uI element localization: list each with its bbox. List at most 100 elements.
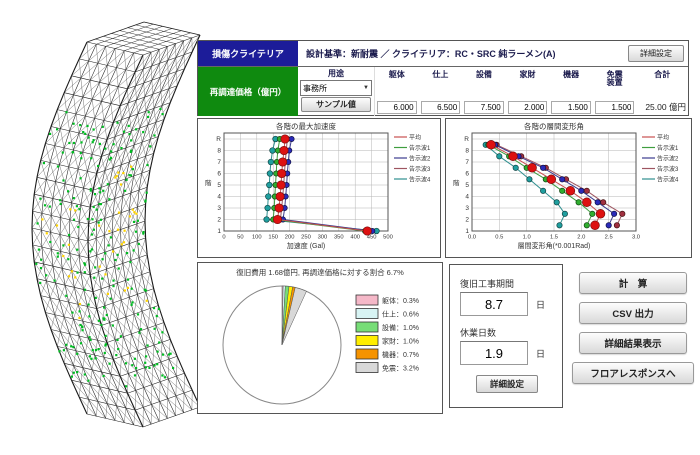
svg-text:0.5: 0.5 <box>495 235 503 241</box>
acceleration-chart-panel: 0 50 100 150 200 250 300 350 400 450 500 1 2 3 4 5 6 7 8 R 各… <box>197 118 441 258</box>
svg-text:1.5: 1.5 <box>550 235 558 241</box>
svg-text:階: 階 <box>205 178 212 187</box>
svg-text:350: 350 <box>334 235 344 241</box>
column-header: 合計 <box>654 70 671 79</box>
svg-text:告示波3: 告示波3 <box>409 165 431 173</box>
svg-text:4: 4 <box>217 194 221 201</box>
building-model <box>31 21 201 428</box>
csv-output-button[interactable]: CSV 出力 <box>579 302 687 324</box>
svg-text:150: 150 <box>268 235 278 241</box>
svg-text:告示波1: 告示波1 <box>409 144 431 152</box>
svg-text:各階の最大加速度: 各階の最大加速度 <box>276 121 336 131</box>
svg-text:500: 500 <box>383 235 393 241</box>
svg-text:2: 2 <box>217 217 221 224</box>
criteria-header: 損傷クライテリア <box>198 41 298 66</box>
recovery-period-field[interactable] <box>460 292 528 316</box>
svg-text:3.0: 3.0 <box>632 235 640 241</box>
price-column: 設備 <box>462 67 506 116</box>
closure-days-field[interactable] <box>460 341 528 365</box>
svg-text:7: 7 <box>217 159 221 166</box>
svg-text:告示波4: 告示波4 <box>657 176 679 184</box>
svg-text:5: 5 <box>465 182 469 189</box>
svg-text:50: 50 <box>237 235 243 241</box>
svg-text:復旧費用 1.68億円, 再調達価格に対する割合 6.7%: 復旧費用 1.68億円, 再調達価格に対する割合 6.7% <box>236 267 404 277</box>
price-columns: 躯体 仕上 設備 家財 機器 免震装置 合計 25.00 億円 <box>375 67 688 116</box>
sample-value-button[interactable]: サンプル値 <box>301 97 371 112</box>
drift-chart: 0.0 0.5 1.0 1.5 2.0 2.5 3.0 1 2 3 4 5 6 7 8 R 各階の層間変形角層間… <box>453 121 679 250</box>
svg-text:各階の層間変形角: 各階の層間変形角 <box>524 121 584 131</box>
svg-text:1: 1 <box>465 228 469 235</box>
svg-text:設備：1.0%: 設備：1.0% <box>382 323 419 332</box>
svg-text:200: 200 <box>285 235 295 241</box>
svg-text:2.5: 2.5 <box>605 235 613 241</box>
usage-label: 用途 <box>328 69 344 78</box>
criteria-detail-settings-button[interactable]: 詳細設定 <box>628 45 684 62</box>
price-value-field[interactable] <box>464 101 504 114</box>
usage-selected-value: 事務所 <box>303 83 327 93</box>
price-row: 再調達価格（億円） 用途 事務所 ▼ サンプル値 躯体仕上設備家財機器免震装置合… <box>198 67 688 116</box>
action-buttons: 計 算 CSV 出力 詳細結果表示 フロアレスポンスへ <box>571 272 695 392</box>
detail-results-button[interactable]: 詳細結果表示 <box>579 332 687 354</box>
closure-days-unit: 日 <box>536 348 546 359</box>
svg-text:400: 400 <box>350 235 360 241</box>
svg-text:1.0: 1.0 <box>523 235 531 241</box>
price-value-field[interactable] <box>377 101 417 114</box>
price-value-field[interactable] <box>594 101 635 114</box>
price-column: 躯体 <box>375 67 419 116</box>
price-header: 再調達価格（億円） <box>198 67 298 116</box>
svg-text:0: 0 <box>222 235 225 241</box>
recovery-period-label: 復旧工事期間 <box>460 279 515 289</box>
price-column: 合計 25.00 億円 <box>636 67 688 116</box>
svg-text:100: 100 <box>252 235 262 241</box>
svg-text:加速度 (Gal): 加速度 (Gal) <box>287 241 326 250</box>
column-header: 機器 <box>563 70 580 79</box>
svg-text:告示波3: 告示波3 <box>657 165 679 173</box>
svg-text:5: 5 <box>217 182 221 189</box>
criteria-text: 設計基準：新耐震 ／ クライテリア：RC・SRC 純ラーメン(A) <box>306 49 556 59</box>
price-value-field[interactable] <box>420 101 461 114</box>
criteria-panel: 損傷クライテリア 設計基準：新耐震 ／ クライテリア：RC・SRC 純ラーメン(… <box>197 40 689 116</box>
svg-text:450: 450 <box>367 235 377 241</box>
recovery-panel: 復旧工事期間 日 休業日数 日 詳細設定 <box>449 264 563 408</box>
svg-text:2: 2 <box>465 217 469 224</box>
price-column: 免震装置 <box>593 67 637 116</box>
calculate-button[interactable]: 計 算 <box>579 272 687 294</box>
svg-text:R: R <box>464 136 469 143</box>
svg-text:6: 6 <box>217 171 221 178</box>
svg-text:機器：0.7%: 機器：0.7% <box>382 350 419 359</box>
column-header: 躯体 <box>388 70 405 79</box>
price-value-field[interactable] <box>507 101 548 114</box>
svg-text:仕上：0.6%: 仕上：0.6% <box>382 310 419 319</box>
price-value-field[interactable] <box>551 101 591 114</box>
svg-text:3: 3 <box>465 205 469 212</box>
svg-text:0.0: 0.0 <box>468 235 476 241</box>
svg-text:層間変形角(*0.001Rad): 層間変形角(*0.001Rad) <box>518 241 591 250</box>
criteria-row: 損傷クライテリア 設計基準：新耐震 ／ クライテリア：RC・SRC 純ラーメン(… <box>198 41 688 67</box>
acceleration-chart: 0 50 100 150 200 250 300 350 400 450 500 1 2 3 4 5 6 7 8 R 各… <box>205 121 431 250</box>
closure-days-label: 休業日数 <box>460 328 497 338</box>
recovery-cost-pie-panel: 復旧費用 1.68億円, 再調達価格に対する割合 6.7% 躯体：0.3% 仕上：0… <box>197 262 443 414</box>
column-header: 免震装置 <box>606 70 623 88</box>
recovery-period-unit: 日 <box>536 299 546 310</box>
svg-text:階: 階 <box>453 178 460 187</box>
drift-chart-panel: 0.0 0.5 1.0 1.5 2.0 2.5 3.0 1 2 3 4 5 6 7 8 R 各階の層間変形角 層間… <box>445 118 692 258</box>
total-value: 25.00 億円 <box>645 102 686 112</box>
svg-text:6: 6 <box>465 171 469 178</box>
column-header: 設備 <box>475 70 492 79</box>
svg-text:2.0: 2.0 <box>577 235 585 241</box>
svg-text:免震：3.2%: 免震：3.2% <box>382 364 419 373</box>
svg-text:3: 3 <box>217 205 221 212</box>
svg-text:1: 1 <box>217 228 221 235</box>
svg-text:7: 7 <box>465 159 469 166</box>
usage-select[interactable]: 事務所 ▼ <box>300 80 372 96</box>
svg-text:告示波4: 告示波4 <box>409 176 431 184</box>
svg-text:R: R <box>216 136 221 143</box>
svg-text:250: 250 <box>301 235 311 241</box>
svg-text:平均: 平均 <box>657 134 669 142</box>
svg-text:平均: 平均 <box>409 134 421 142</box>
svg-text:300: 300 <box>318 235 328 241</box>
svg-text:家財：1.0%: 家財：1.0% <box>382 337 419 346</box>
svg-text:告示波2: 告示波2 <box>409 155 431 163</box>
floor-response-button[interactable]: フロアレスポンスへ <box>572 362 694 384</box>
recovery-detail-settings-button[interactable]: 詳細設定 <box>476 375 538 393</box>
